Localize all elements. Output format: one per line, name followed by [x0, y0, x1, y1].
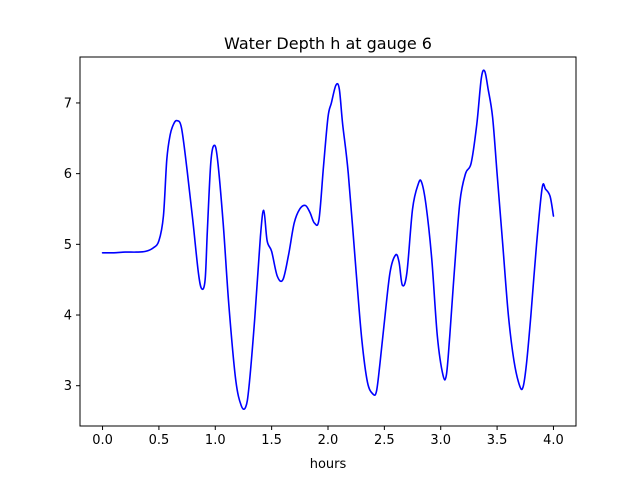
x-axis-label: hours — [310, 457, 347, 472]
x-tick-label: 0.0 — [92, 433, 113, 448]
y-tick-label: 5 — [64, 238, 72, 253]
x-tick-label: 2.5 — [374, 433, 395, 448]
x-tick-label: 0.5 — [149, 433, 170, 448]
x-axis: 0.0 0.5 1.0 1.5 2.0 2.5 3.0 3.5 4.0 — [92, 426, 564, 448]
x-tick-label: 1.5 — [261, 433, 282, 448]
y-tick-label: 3 — [64, 379, 72, 394]
y-tick-label: 7 — [64, 96, 72, 111]
x-tick-label: 3.0 — [430, 433, 451, 448]
x-tick-label: 1.0 — [205, 433, 226, 448]
x-tick-label: 2.0 — [318, 433, 339, 448]
plot-area — [101, 69, 555, 411]
x-tick-label: 4.0 — [543, 433, 564, 448]
y-tick-label: 4 — [64, 309, 72, 324]
chart-title: Water Depth h at gauge 6 — [224, 34, 432, 53]
y-axis: 3 4 5 6 7 — [64, 96, 80, 394]
x-tick-label: 3.5 — [487, 433, 508, 448]
series-line — [101, 69, 555, 411]
y-tick-label: 6 — [64, 167, 72, 182]
